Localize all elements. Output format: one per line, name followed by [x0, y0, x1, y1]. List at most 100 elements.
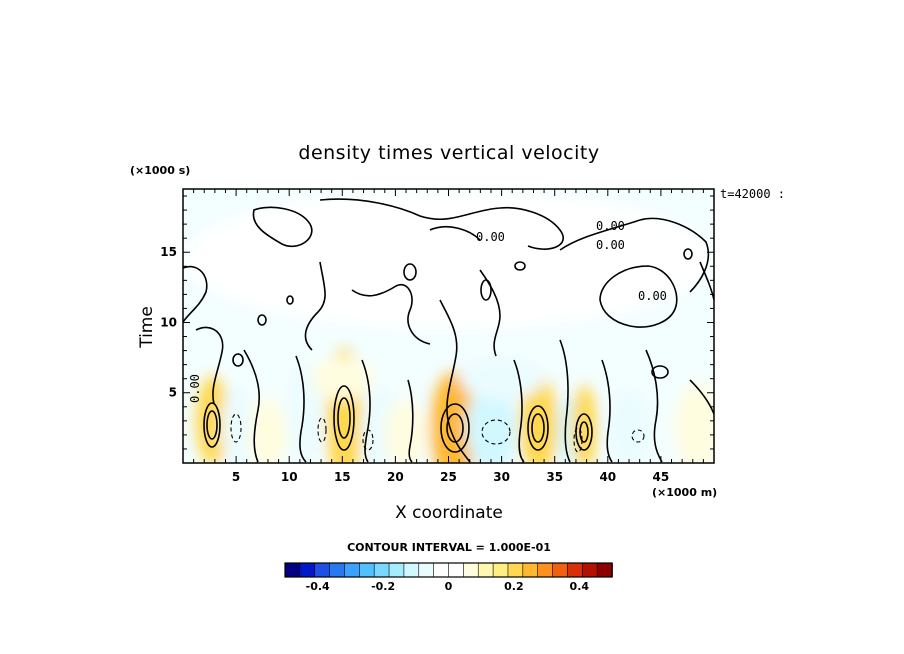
x-tick-label: 20 — [387, 470, 404, 484]
contour-line — [361, 359, 371, 463]
colorbar-tick-label: -0.2 — [371, 580, 395, 593]
contour-line — [559, 217, 710, 293]
contour-loop — [232, 353, 244, 367]
contour-label: 0.00 — [596, 219, 625, 233]
contour-line — [601, 359, 613, 463]
colorbar-tick-label: 0 — [445, 580, 453, 593]
contour-line — [429, 225, 481, 241]
colorbar-swatch — [567, 562, 584, 578]
colorbar-tick-label: 0.4 — [570, 580, 590, 593]
colorbar-swatch — [537, 562, 554, 578]
contour-loop — [480, 279, 492, 301]
colorbar-swatch — [418, 562, 435, 578]
contour-loop — [575, 413, 593, 451]
y-tick-label: 5 — [169, 386, 177, 400]
negative-contour — [362, 429, 374, 451]
x-tick-label: 35 — [546, 470, 563, 484]
contour-line — [351, 283, 431, 345]
contour-label: 0.00 — [476, 230, 505, 244]
colorbar: -0.4 -0.2 0 0.2 0.4 — [284, 562, 613, 593]
contour-label: 0.00 — [596, 238, 625, 252]
field-cell — [459, 357, 545, 400]
contour-interval-label: CONTOUR INTERVAL = 1.000E-01 — [347, 541, 551, 554]
colorbar-swatch — [477, 562, 494, 578]
colorbar-swatch — [492, 562, 509, 578]
negative-contour — [481, 419, 511, 445]
contour-loop — [514, 261, 526, 271]
x-tick-label: 40 — [599, 470, 616, 484]
field-cell — [221, 385, 251, 463]
colorbar-swatch — [329, 562, 346, 578]
contour-line — [439, 299, 471, 463]
negative-contour — [631, 429, 645, 443]
contour-line — [295, 355, 307, 463]
colorbar-swatch — [359, 562, 375, 578]
contour-loop — [286, 295, 294, 305]
colorbar-swatch — [433, 562, 450, 578]
colorbar-swatch — [373, 562, 390, 578]
field-cell — [310, 357, 375, 400]
colorbar-swatch — [448, 562, 465, 578]
contour-loop — [683, 248, 693, 260]
colorbar-tick-label: -0.4 — [306, 580, 330, 593]
colorbar-swatch — [299, 562, 316, 578]
contour-label: 0.00 — [188, 374, 202, 403]
negative-contour — [573, 427, 583, 453]
colorbar-frame — [284, 562, 613, 578]
contour-lines — [183, 198, 714, 463]
y-units-label: (×1000 s) — [130, 164, 190, 177]
contour-line — [599, 265, 678, 328]
colorbar-swatch — [581, 562, 598, 578]
negative-contours — [230, 413, 645, 453]
contour-loop — [527, 405, 549, 451]
colorbar-swatch — [463, 562, 480, 578]
contour-line — [319, 198, 564, 250]
contour-line — [479, 269, 501, 357]
time-stamp-label: t=42000 : — [720, 187, 785, 201]
colorbar-swatch — [552, 562, 569, 578]
contour-loop — [257, 314, 267, 326]
colorbar-swatch — [522, 562, 539, 578]
plot-area: 0.00 0.00 0.00 0.00 0.00 — [183, 189, 714, 463]
colorbar-swatch — [344, 562, 361, 578]
field-cell — [605, 388, 653, 463]
field-cell — [465, 382, 517, 463]
y-axis-title: Time — [137, 306, 157, 349]
negative-contour — [230, 413, 242, 443]
colorbar-swatch — [507, 562, 524, 578]
x-tick-label: 5 — [232, 470, 240, 484]
x-tick-label: 10 — [281, 470, 298, 484]
contour-line — [183, 265, 208, 323]
contour-line — [513, 359, 525, 463]
field-cell — [248, 398, 288, 463]
x-tick-label: 30 — [493, 470, 510, 484]
field-cell — [288, 364, 323, 463]
contour-line — [304, 261, 326, 351]
x-axis-title: X coordinate — [395, 503, 503, 523]
y-tick-label: 15 — [160, 245, 177, 259]
x-tick-label: 45 — [653, 470, 670, 484]
field-cell — [183, 189, 714, 330]
contour-line — [559, 339, 571, 463]
contour-loop — [531, 413, 545, 443]
contour-line — [195, 326, 224, 405]
contour-loop — [203, 402, 221, 448]
x-units-label: (×1000 m) — [652, 486, 717, 499]
colorbar-swatch — [403, 562, 420, 578]
chart-title: density times vertical velocity — [298, 142, 599, 164]
contour-loop — [206, 410, 218, 440]
x-tick-label: 15 — [334, 470, 351, 484]
contour-line — [243, 349, 261, 463]
contour-label: 0.00 — [638, 289, 667, 303]
contour-loop — [651, 365, 669, 379]
x-tick-label: 25 — [440, 470, 457, 484]
colorbar-swatch — [388, 562, 405, 578]
colorbar-tick-label: 0.2 — [504, 580, 524, 593]
contour-line — [407, 379, 414, 463]
contour-line — [689, 379, 714, 415]
contour-loop — [333, 385, 355, 451]
contour-loop — [403, 263, 417, 281]
field-cell — [384, 399, 428, 463]
contour-loop — [446, 413, 464, 443]
